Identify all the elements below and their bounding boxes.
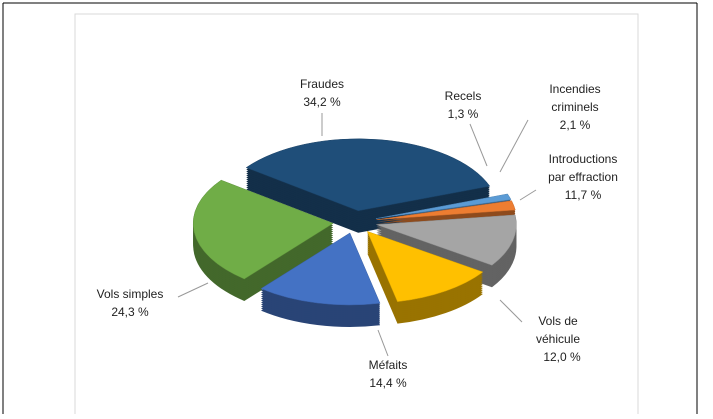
slice [376, 200, 516, 220]
slice [245, 138, 491, 212]
pie [192, 138, 517, 328]
category-label: Vols simples [97, 287, 164, 301]
category-label: Recels [445, 89, 482, 103]
slice [366, 230, 484, 302]
slice [375, 193, 512, 219]
slice [192, 179, 334, 280]
category-label: Méfaits [369, 358, 408, 372]
slice [376, 214, 517, 266]
value-label: 2,1 % [560, 118, 591, 132]
slice [260, 232, 381, 306]
category-label: Vols de véhicule [536, 314, 580, 346]
value-label: 12,0 % [543, 350, 581, 364]
leader-line [499, 299, 523, 323]
category-label: Introductions par effraction [548, 152, 618, 184]
value-label: 14,4 % [369, 376, 407, 390]
leader-line [469, 123, 488, 167]
category-label: Incendies criminels [549, 82, 600, 114]
value-label: 24,3 % [111, 305, 149, 319]
value-label: 11,7 % [565, 188, 602, 202]
leader-line [499, 119, 529, 173]
leader-line [177, 282, 209, 298]
leader-line [519, 189, 537, 201]
labels: Recels 1,3 % Incendies criminels 2,1 % Introd… [97, 77, 618, 390]
value-label: 1,3 % [448, 107, 479, 121]
category-label: Fraudes [300, 77, 344, 91]
value-label: 34,2 % [303, 95, 341, 109]
leader-line [377, 329, 389, 357]
